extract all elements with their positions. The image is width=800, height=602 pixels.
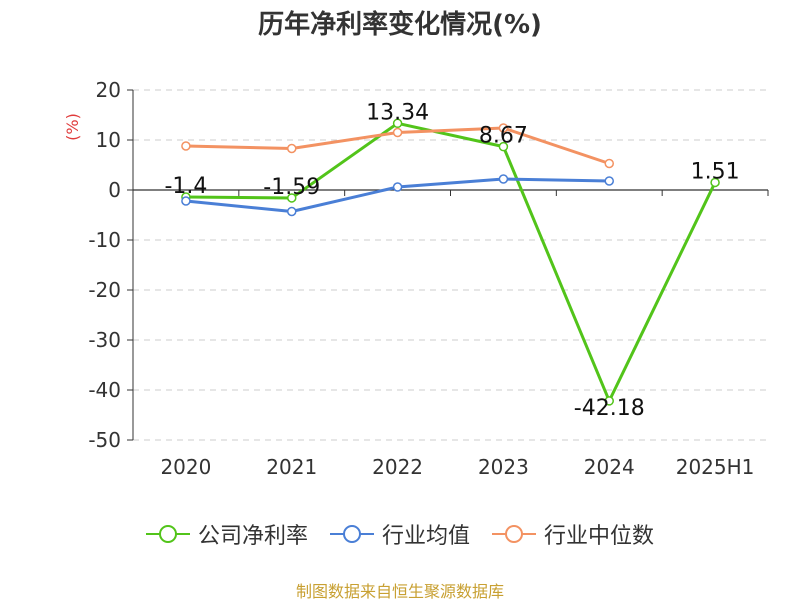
legend: 公司净利率 行业均值 行业中位数 bbox=[0, 518, 800, 550]
x-tick-label: 2020 bbox=[160, 455, 211, 479]
axes: 20 10 0 -10 -20 -30 -40 -50 2020 2021 2022 2023 2024… bbox=[88, 78, 769, 479]
data-label: -1.59 bbox=[263, 175, 320, 200]
x-tick-label: 2024 bbox=[584, 455, 635, 479]
x-tick-label: 2025H1 bbox=[676, 455, 755, 479]
legend-marker-industry-median bbox=[492, 525, 536, 543]
data-point bbox=[287, 206, 297, 217]
data-point bbox=[604, 396, 614, 406]
y-axis-label: (%) bbox=[63, 113, 82, 141]
legend-marker-industry-average bbox=[329, 525, 374, 543]
y-tick-label: 20 bbox=[96, 78, 121, 102]
data-labels: -1.4 -1.59 13.34 8.67 -42.18 1.51 bbox=[164, 100, 739, 421]
data-label: 1.51 bbox=[691, 159, 740, 184]
data-point bbox=[392, 118, 403, 129]
chart-title: 历年净利率变化情况(%) bbox=[258, 10, 542, 40]
y-tick-label: -10 bbox=[88, 228, 121, 252]
y-tick-label: -30 bbox=[88, 328, 121, 352]
legend-item-industry-median[interactable]: 行业中位数 bbox=[492, 518, 654, 550]
data-label: 13.34 bbox=[366, 100, 429, 125]
data-label: 8.67 bbox=[479, 124, 528, 149]
legend-label: 行业中位数 bbox=[544, 524, 655, 549]
data-label: -1.4 bbox=[164, 174, 207, 199]
data-point bbox=[392, 182, 403, 192]
x-tick-label: 2022 bbox=[372, 455, 423, 479]
data-point bbox=[181, 141, 191, 151]
data-point bbox=[287, 193, 297, 203]
y-tick-label: -40 bbox=[88, 378, 121, 402]
data-point bbox=[710, 177, 720, 188]
y-tick-label: -20 bbox=[88, 278, 121, 302]
data-point bbox=[287, 143, 297, 154]
data-point bbox=[604, 158, 614, 169]
data-point bbox=[392, 127, 403, 138]
y-tick-label: -50 bbox=[88, 428, 121, 452]
y-tick-label: 0 bbox=[108, 178, 121, 202]
source-note: 制图数据来自恒生聚源数据库 bbox=[295, 582, 504, 601]
x-tick-label: 2021 bbox=[266, 455, 317, 479]
legend-item-industry-average[interactable]: 行业均值 bbox=[329, 518, 470, 550]
data-point bbox=[181, 196, 191, 206]
data-point bbox=[498, 174, 509, 184]
legend-label: 公司净利率 bbox=[197, 524, 308, 549]
data-point bbox=[604, 176, 614, 186]
legend-label: 行业均值 bbox=[381, 524, 470, 549]
legend-marker-company bbox=[145, 525, 190, 543]
data-label: -42.18 bbox=[574, 396, 645, 421]
data-point bbox=[498, 141, 509, 152]
series-lines bbox=[181, 118, 720, 406]
grid-lines bbox=[133, 89, 768, 441]
legend-item-company-net-margin[interactable]: 公司净利率 bbox=[145, 518, 308, 550]
series-line bbox=[185, 121, 717, 403]
x-tick-label: 2023 bbox=[478, 455, 529, 479]
data-point bbox=[498, 123, 509, 133]
y-tick-label: 10 bbox=[96, 128, 121, 152]
